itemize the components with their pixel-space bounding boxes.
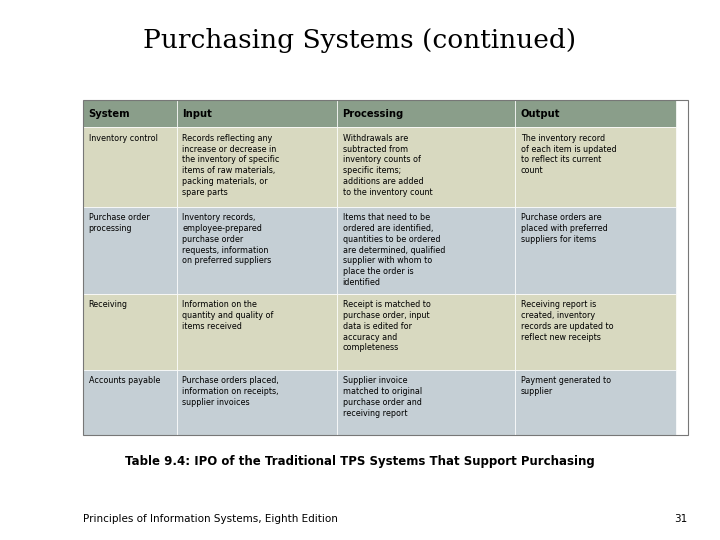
Text: Information on the
quantity and quality of
items received: Information on the quantity and quality …: [182, 300, 274, 331]
Text: Purchasing Systems (continued): Purchasing Systems (continued): [143, 28, 577, 53]
Bar: [83, 207, 176, 294]
Bar: [176, 207, 337, 294]
Bar: [337, 127, 516, 207]
Bar: [516, 294, 675, 370]
Bar: [83, 370, 176, 435]
Text: Payment generated to
supplier: Payment generated to supplier: [521, 376, 611, 396]
Text: Items that need to be
ordered are identified,
quantities to be ordered
are deter: Items that need to be ordered are identi…: [343, 213, 445, 287]
Bar: [516, 370, 675, 435]
Text: Supplier invoice
matched to original
purchase order and
receiving report: Supplier invoice matched to original pur…: [343, 376, 422, 417]
Bar: [176, 127, 337, 207]
Text: Inventory control: Inventory control: [89, 134, 158, 143]
Bar: [176, 100, 337, 127]
Text: Accounts payable: Accounts payable: [89, 376, 160, 386]
Bar: [337, 100, 516, 127]
Bar: [176, 370, 337, 435]
Bar: [337, 207, 516, 294]
Bar: [516, 127, 675, 207]
Text: Output: Output: [521, 109, 560, 119]
Bar: [337, 294, 516, 370]
Text: The inventory record
of each item is updated
to reflect its current
count: The inventory record of each item is upd…: [521, 134, 616, 175]
Text: Table 9.4: IPO of the Traditional TPS Systems That Support Purchasing: Table 9.4: IPO of the Traditional TPS Sy…: [125, 455, 595, 468]
Text: Purchase orders are
placed with preferred
suppliers for items: Purchase orders are placed with preferre…: [521, 213, 608, 244]
Bar: [83, 100, 688, 435]
Text: Purchase orders placed,
information on receipts,
supplier invoices: Purchase orders placed, information on r…: [182, 376, 279, 407]
Text: Receiving report is
created, inventory
records are updated to
reflect new receip: Receiving report is created, inventory r…: [521, 300, 613, 342]
Text: Input: Input: [182, 109, 212, 119]
Bar: [176, 294, 337, 370]
Text: Processing: Processing: [343, 109, 404, 119]
Text: Receipt is matched to
purchase order, input
data is edited for
accuracy and
comp: Receipt is matched to purchase order, in…: [343, 300, 431, 353]
Text: System: System: [89, 109, 130, 119]
Text: Inventory records,
employee-prepared
purchase order
requests, information
on pre: Inventory records, employee-prepared pur…: [182, 213, 271, 266]
Bar: [337, 370, 516, 435]
Text: Principles of Information Systems, Eighth Edition: Principles of Information Systems, Eight…: [83, 515, 338, 524]
Bar: [83, 127, 176, 207]
Text: Records reflecting any
increase or decrease in
the inventory of specific
items o: Records reflecting any increase or decre…: [182, 134, 279, 197]
Bar: [83, 294, 176, 370]
Bar: [516, 100, 675, 127]
Text: 31: 31: [675, 515, 688, 524]
Bar: [83, 100, 176, 127]
Bar: [516, 207, 675, 294]
Text: Receiving: Receiving: [89, 300, 127, 309]
Text: Purchase order
processing: Purchase order processing: [89, 213, 149, 233]
Text: Withdrawals are
subtracted from
inventory counts of
specific items;
additions ar: Withdrawals are subtracted from inventor…: [343, 134, 432, 197]
